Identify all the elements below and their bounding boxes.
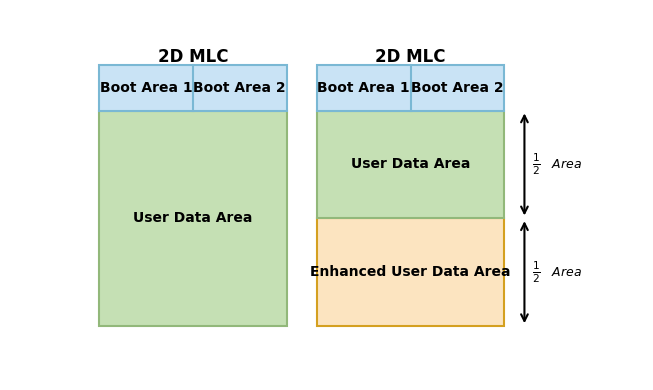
Text: 2D MLC: 2D MLC [158, 48, 228, 66]
Text: Enhanced User Data Area: Enhanced User Data Area [310, 265, 511, 279]
Text: Boot Area 1: Boot Area 1 [317, 81, 410, 95]
Text: Boot Area 2: Boot Area 2 [411, 81, 503, 95]
Text: User Data Area: User Data Area [133, 211, 253, 225]
Bar [317, 110, 504, 218]
Text: Boot Area 1: Boot Area 1 [100, 81, 193, 95]
Text: User Data Area: User Data Area [351, 158, 470, 172]
Bar [99, 65, 287, 110]
Bar [317, 218, 504, 326]
Text: $\frac{1}{2}$: $\frac{1}{2}$ [532, 152, 541, 177]
Text: Boot Area 2: Boot Area 2 [193, 81, 286, 95]
Text: $\mathit{Area}$: $\mathit{Area}$ [551, 266, 582, 279]
Bar [99, 110, 287, 326]
Text: 2D MLC: 2D MLC [375, 48, 446, 66]
Text: $\frac{1}{2}$: $\frac{1}{2}$ [532, 259, 541, 285]
Text: $\mathit{Area}$: $\mathit{Area}$ [551, 158, 582, 171]
Bar [317, 65, 504, 110]
